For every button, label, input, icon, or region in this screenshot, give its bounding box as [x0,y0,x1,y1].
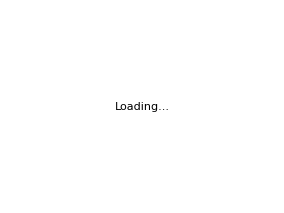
Text: Loading...: Loading... [114,102,170,112]
